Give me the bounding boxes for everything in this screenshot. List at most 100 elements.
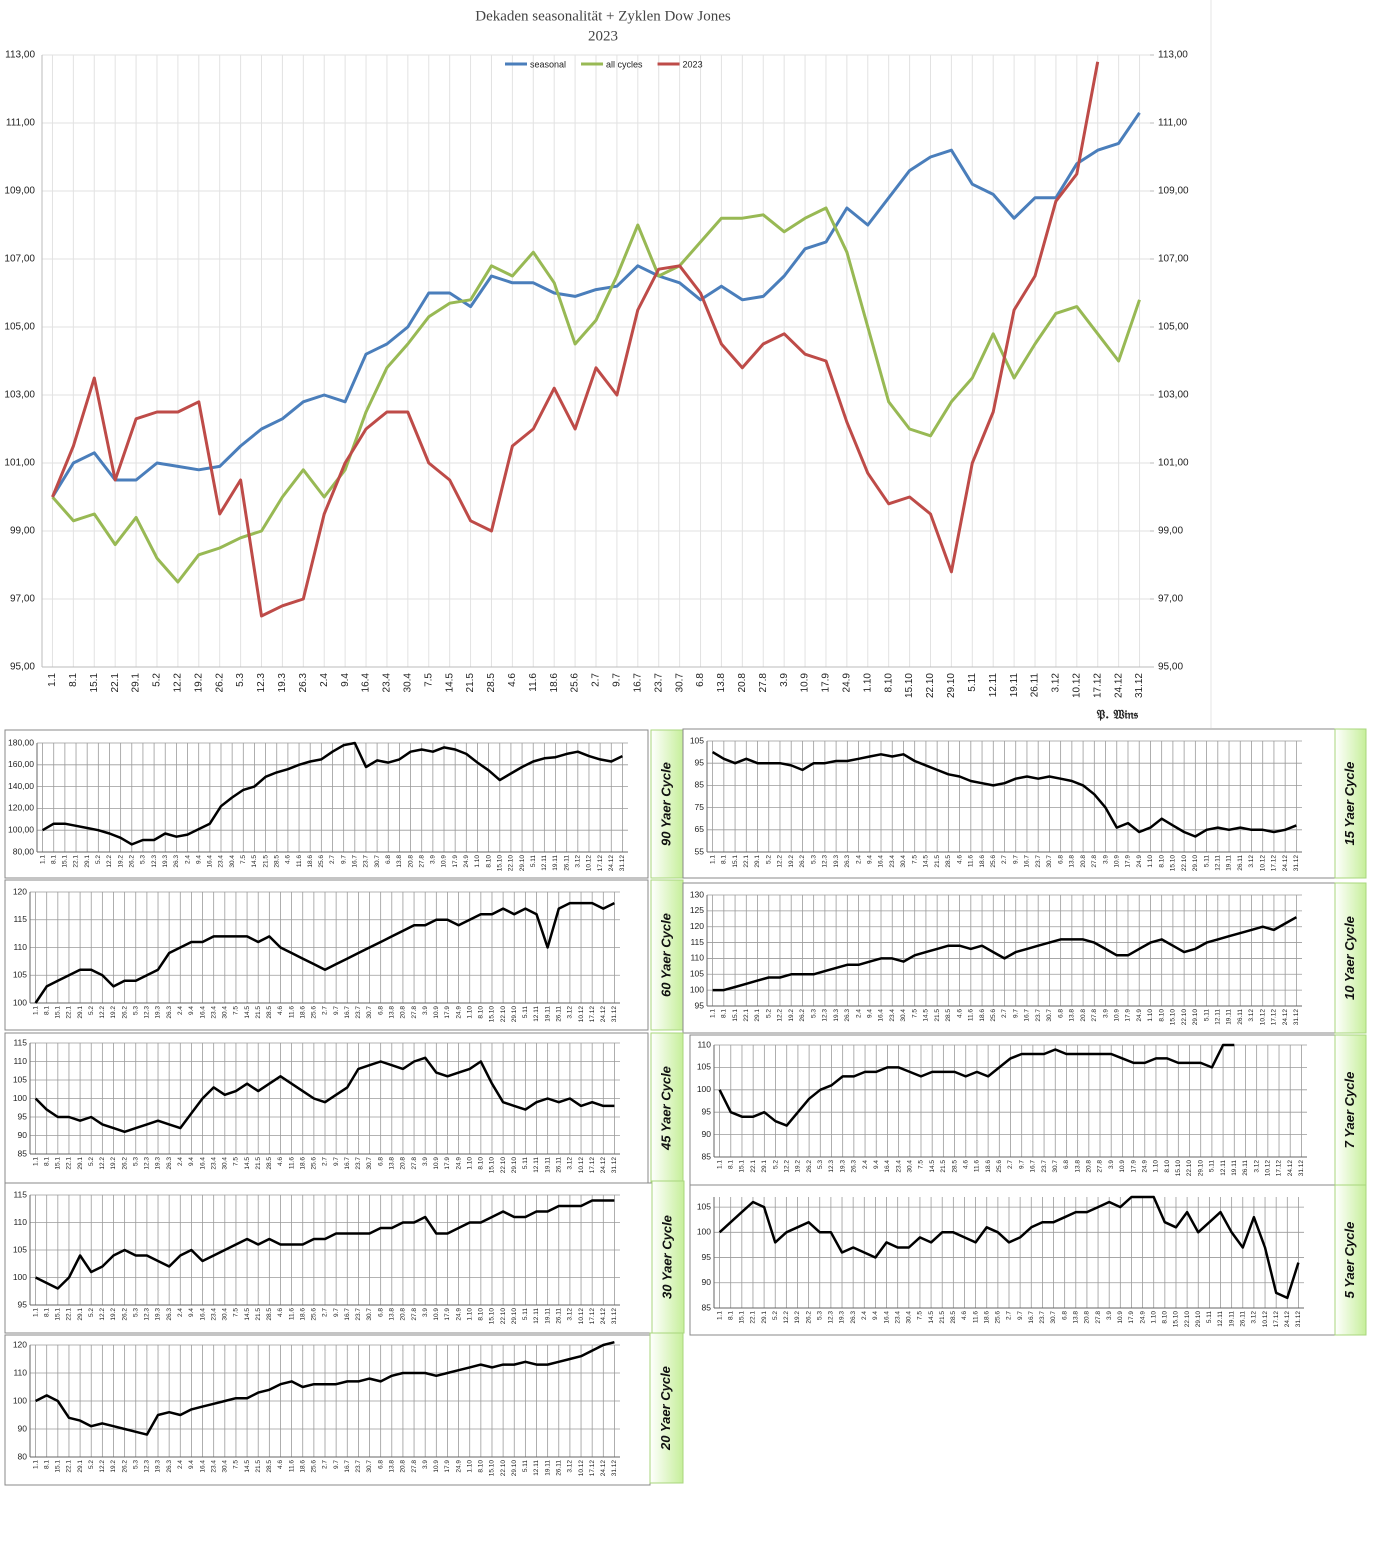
x-tick-label: 16.4 [361, 673, 372, 693]
x-tick-label: 10.12 [578, 1308, 585, 1325]
x-tick-label: 22.10 [500, 1006, 507, 1023]
x-tick-label: 2.7 [1001, 855, 1008, 864]
y-tick-label: 115 [13, 914, 27, 924]
x-tick-label: 1.1 [709, 1009, 716, 1018]
x-tick-label: 5.3 [132, 1460, 139, 1469]
x-tick-label: 8.10 [478, 1460, 485, 1473]
x-tick-label: 12.3 [144, 1460, 151, 1473]
cycle-line [35, 1199, 615, 1290]
cycle-label: 10 Yaer Cycle [1342, 916, 1357, 1000]
x-tick-label: 6.8 [377, 1460, 384, 1469]
x-tick-label: 3.9 [1108, 1160, 1115, 1169]
chart-frame [682, 882, 1336, 1034]
x-tick-label: 21.5 [255, 1308, 262, 1321]
x-tick-label: 29.10 [511, 1308, 518, 1325]
x-tick-label: 9.4 [188, 1460, 195, 1469]
x-tick-label: 29.1 [77, 1006, 84, 1019]
x-tick-label: 16.7 [344, 1006, 351, 1019]
x-tick-label: 10.12 [1262, 1311, 1269, 1328]
x-tick-label: 9.4 [188, 1157, 195, 1166]
y-tick-label: 110 [13, 942, 27, 952]
chart-subtitle: 2023 [588, 28, 618, 44]
x-tick-label: 24.9 [455, 1460, 462, 1473]
x-tick-label: 24.9 [1139, 1311, 1146, 1324]
x-tick-label: 5.3 [816, 1311, 823, 1320]
x-tick-label: 26.2 [214, 673, 225, 693]
x-tick-label: 30.7 [674, 673, 685, 693]
chart-frame [4, 1032, 649, 1184]
y-tick-label: 180,00 [8, 737, 34, 747]
y-tick-label: 95 [695, 1000, 705, 1010]
x-tick-label: 13.8 [389, 1157, 396, 1170]
x-tick-label: 5.11 [522, 1308, 529, 1321]
x-tick-label: 10.12 [1259, 855, 1266, 872]
x-tick-label: 19.2 [794, 1311, 801, 1324]
cycle-label: 60 Yaer Cycle [658, 913, 673, 997]
x-tick-label: 16.4 [199, 1308, 206, 1321]
x-tick-label: 22.10 [925, 673, 936, 698]
x-tick-label: 19.2 [788, 855, 795, 868]
x-tick-label: 12.3 [144, 1308, 151, 1321]
x-tick-label: 26.2 [805, 1311, 812, 1324]
x-tick-label: 24.9 [455, 1157, 462, 1170]
x-tick-label: 8.10 [1162, 1311, 1169, 1324]
x-tick-label: 10.12 [578, 1006, 585, 1023]
x-tick-label: 15.1 [55, 1006, 62, 1019]
x-tick-label: 1.10 [1147, 1009, 1154, 1022]
x-tick-label: 4.6 [956, 1009, 963, 1018]
x-tick-label: 13.8 [389, 1460, 396, 1473]
x-tick-label: 9.7 [612, 673, 623, 687]
x-tick-label: 5.11 [1203, 855, 1210, 868]
x-tick-label: 24.9 [842, 673, 853, 693]
cycle-tag [1334, 1184, 1367, 1336]
cycle-label: 15 Yaer Cycle [1342, 762, 1357, 846]
x-tick-label: 9.4 [195, 855, 202, 864]
x-tick-label: 31.12 [619, 855, 626, 872]
x-tick-label: 17.9 [444, 1460, 451, 1473]
x-tick-label: 19.2 [117, 855, 124, 868]
x-tick-label: 12.3 [828, 1311, 835, 1324]
x-tick-label: 18.6 [549, 673, 560, 693]
x-tick-label: 29.10 [519, 855, 526, 872]
x-tick-label: 18.6 [979, 1009, 986, 1022]
x-tick-label: 23.4 [895, 1160, 902, 1173]
x-tick-label: 21.5 [940, 1160, 947, 1173]
x-tick-label: 20.8 [1080, 1009, 1087, 1022]
x-tick-label: 14.5 [929, 1160, 936, 1173]
x-tick-label: 26.11 [1237, 855, 1244, 871]
x-tick-label: 3.9 [422, 1157, 429, 1166]
x-tick-label: 31.12 [611, 1460, 618, 1477]
y2-tick-label: 105,00 [1158, 322, 1189, 333]
x-tick-label: 9.4 [872, 1311, 879, 1320]
cycle-label: 90 Yaer Cycle [658, 762, 673, 846]
x-tick-label: 9.4 [873, 1160, 880, 1169]
y-tick-label: 90 [702, 1277, 712, 1287]
x-tick-label: 13.8 [1069, 1009, 1076, 1022]
x-tick-label: 2.4 [177, 1460, 184, 1469]
x-tick-label: 11.6 [972, 1311, 979, 1324]
y-tick-label: 95 [702, 1106, 712, 1116]
cycle-tag [1334, 728, 1367, 879]
x-tick-label: 14.5 [244, 1006, 251, 1019]
y-tick-label: 105,00 [4, 322, 35, 333]
x-tick-label: 22.10 [500, 1460, 507, 1477]
x-tick-label: 11.6 [974, 1160, 981, 1173]
x-tick-label: 25.6 [318, 855, 325, 868]
x-tick-label: 19.3 [155, 1006, 162, 1019]
x-tick-label: 10.9 [441, 855, 448, 868]
x-tick-label: 28.5 [266, 1157, 273, 1170]
x-tick-label: 31.12 [611, 1157, 618, 1174]
x-tick-label: 29.1 [77, 1308, 84, 1321]
legend-label: seasonal [530, 59, 566, 69]
x-tick-label: 27.8 [1091, 855, 1098, 868]
x-tick-label: 15.1 [62, 855, 69, 868]
x-tick-label: 2.4 [862, 1160, 869, 1169]
x-tick-label: 26.3 [166, 1157, 173, 1170]
x-tick-label: 20.8 [1086, 1160, 1093, 1173]
x-tick-label: 17.9 [1125, 855, 1132, 868]
x-tick-label: 10.9 [433, 1308, 440, 1321]
x-tick-label: 5.11 [1209, 1160, 1216, 1173]
x-tick-label: 3.12 [575, 855, 582, 868]
cycle-label: 5 Yaer Cycle [1342, 1222, 1357, 1299]
cycle-tag [649, 1332, 684, 1484]
